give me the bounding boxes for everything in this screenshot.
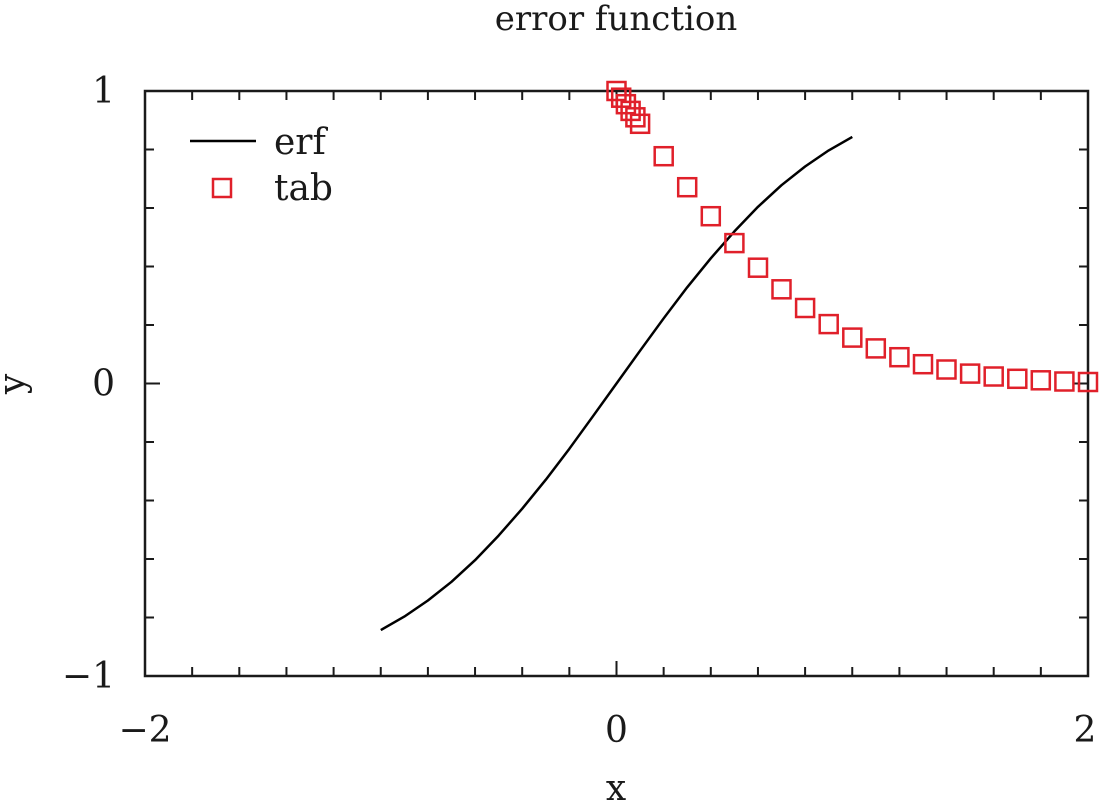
tab-marker: [842, 327, 863, 348]
tab-marker: [983, 366, 1004, 387]
tab-marker: [959, 363, 981, 384]
chart-title: error function: [495, 0, 737, 39]
series-layer: [380, 80, 1099, 632]
tab-marker: [653, 145, 674, 167]
tab-marker: [865, 338, 887, 359]
tab-marker: [1030, 370, 1052, 391]
tab-marker: [629, 113, 651, 135]
x-tick-label: 2: [1074, 710, 1097, 751]
tab-marker: [700, 205, 722, 227]
legend-tab-label: tab: [274, 168, 333, 209]
y-tick-label: −1: [62, 656, 115, 697]
tab-marker: [771, 279, 792, 300]
y-axis-label: y: [0, 373, 33, 395]
tick-labels: −2 0 2 −1 0 1: [62, 71, 1097, 751]
y-tick-label: 0: [92, 364, 115, 405]
legend-tab-marker: [211, 177, 233, 199]
minor-ticks: [145, 91, 1088, 676]
legend-erf-label: erf: [274, 122, 329, 163]
x-tick-label: 0: [605, 710, 628, 751]
tab-marker: [912, 353, 934, 375]
tab-marker: [724, 232, 745, 254]
tab-marker: [1007, 368, 1028, 390]
tab-marker: [1077, 371, 1099, 393]
erf-curve: [380, 135, 853, 632]
x-axis-label: x: [606, 768, 626, 804]
tab-marker: [936, 359, 957, 380]
tab-marker: [625, 107, 646, 128]
tab-marker: [889, 346, 910, 368]
legend: erf tab: [190, 122, 333, 209]
tab-marker: [676, 176, 698, 198]
tab-marker: [1054, 371, 1075, 392]
tab-marker: [747, 257, 769, 278]
x-tick-label: −2: [118, 710, 171, 751]
tab-marker: [818, 313, 839, 335]
plot-frame: [143, 89, 1090, 678]
y-tick-label: 1: [92, 71, 115, 112]
tab-marker: [794, 297, 816, 319]
